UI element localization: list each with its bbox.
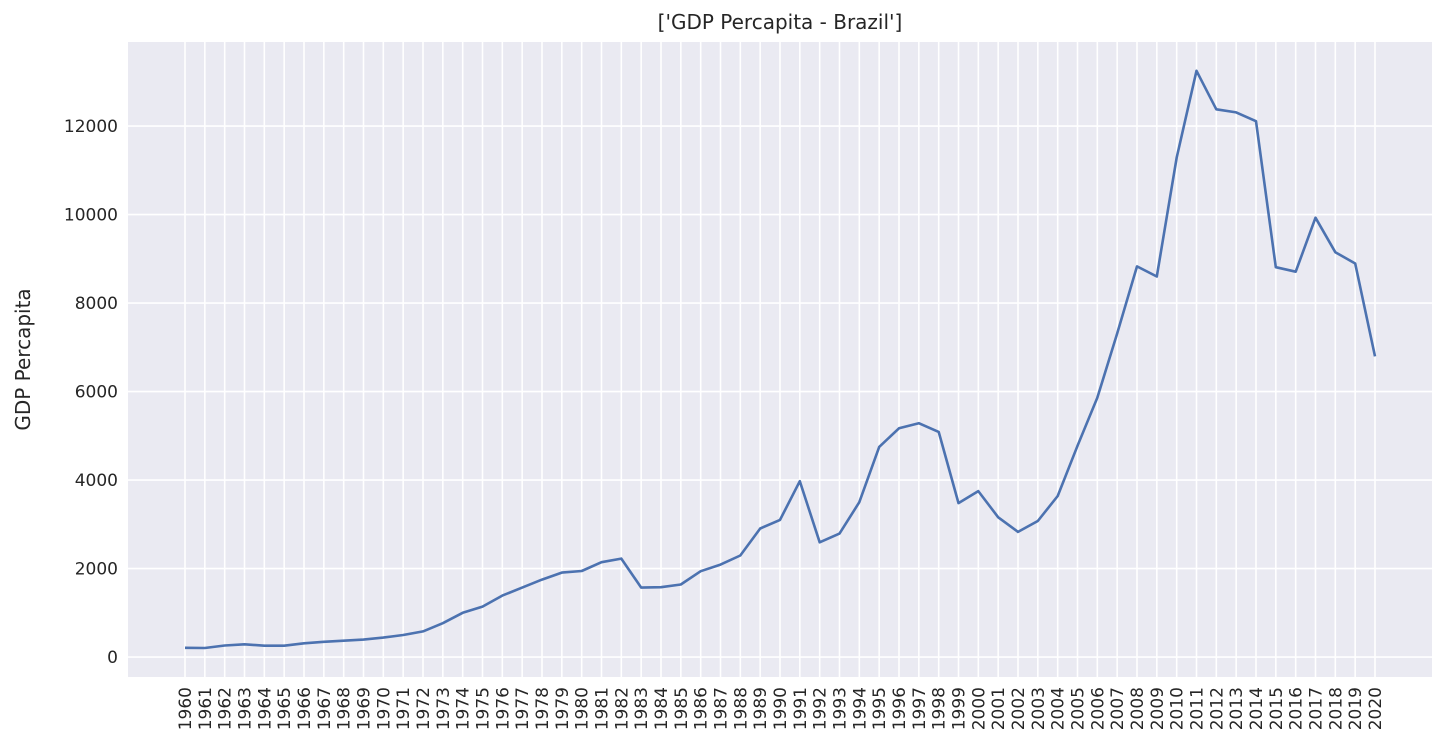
x-tick-label: 1996 [890,687,910,730]
chart-title: ['GDP Percapita - Brazil'] [657,10,903,34]
x-tick-label: 1983 [632,687,652,730]
x-tick-label: 2010 [1168,687,1188,730]
x-tick-label: 2000 [969,687,989,730]
x-tick-label: 1980 [573,687,593,730]
x-tick-label: 1998 [930,687,950,730]
x-tick-label: 2018 [1326,687,1346,730]
x-tick-label: 2005 [1069,687,1089,730]
x-tick-label: 2006 [1088,687,1108,730]
x-tick-label: 1960 [176,687,196,730]
x-tick-label: 1968 [335,687,355,730]
y-axis-label: GDP Percapita [11,288,35,430]
x-tick-label: 1987 [712,687,732,730]
x-tick-label: 1978 [533,687,553,730]
y-tick-label: 8000 [75,294,118,314]
x-tick-label: 1999 [950,687,970,730]
y-tick-label: 2000 [75,560,118,580]
x-tick-label: 1967 [315,687,335,730]
x-tick-label: 2015 [1267,687,1287,730]
x-tick-label: 2017 [1307,687,1327,730]
x-tick-label: 1973 [434,687,454,730]
x-tick-label: 1975 [474,687,494,730]
x-tick-label: 1976 [493,687,513,730]
y-tick-label: 4000 [75,471,118,491]
x-tick-label: 1989 [751,687,771,730]
x-tick-labels: 1960 1961 1962 1963 1964 1965 1966 1967 1968 1969… [176,687,1386,730]
x-tick-label: 2002 [1009,687,1029,730]
x-tick-label: 1979 [553,687,573,730]
y-tick-label: 6000 [75,383,118,403]
y-tick-label: 0 [107,648,118,668]
x-tick-label: 1966 [295,687,315,730]
y-tick-label: 10000 [64,206,118,226]
x-tick-label: 2014 [1247,687,1267,730]
x-tick-label: 1988 [731,687,751,730]
x-tick-label: 2012 [1207,687,1227,730]
x-tick-label: 2011 [1188,687,1208,730]
x-tick-label: 1997 [910,687,930,730]
x-tick-label: 2008 [1128,687,1148,730]
y-tick-label: 12000 [64,117,118,137]
x-tick-label: 1963 [236,687,256,730]
x-tick-label: 1974 [454,687,474,730]
x-tick-label: 1965 [275,687,295,730]
x-tick-label: 2003 [1029,687,1049,730]
x-tick-label: 2004 [1049,687,1069,730]
x-tick-label: 1986 [692,687,712,730]
x-tick-label: 1964 [255,687,275,730]
x-tick-label: 1992 [811,687,831,730]
x-tick-label: 1971 [394,687,414,730]
x-tick-label: 1990 [771,687,791,730]
x-tick-label: 1969 [355,687,375,730]
x-tick-label: 2013 [1227,687,1247,730]
grid-lines [128,42,1432,677]
y-tick-labels: 0 2000 4000 6000 8000 10000 12000 [64,117,118,668]
x-tick-label: 1994 [850,687,870,730]
x-tick-label: 2019 [1346,687,1366,730]
x-tick-label: 1982 [612,687,632,730]
x-tick-label: 1984 [652,687,672,730]
x-tick-label: 1985 [672,687,692,730]
x-tick-label: 2009 [1148,687,1168,730]
x-tick-label: 1961 [196,687,216,730]
x-tick-label: 1970 [374,687,394,730]
x-tick-label: 2007 [1108,687,1128,730]
x-tick-label: 1972 [414,687,434,730]
x-tick-label: 2016 [1287,687,1307,730]
x-tick-label: 2020 [1366,687,1386,730]
x-tick-label: 1991 [791,687,811,730]
x-tick-label: 1962 [216,687,236,730]
series-layer [184,69,1377,650]
x-tick-label: 1995 [870,687,890,730]
x-tick-label: 2001 [989,687,1009,730]
x-tick-label: 1977 [513,687,533,730]
x-tick-label: 1993 [831,687,851,730]
x-tick-label: 1981 [593,687,613,730]
